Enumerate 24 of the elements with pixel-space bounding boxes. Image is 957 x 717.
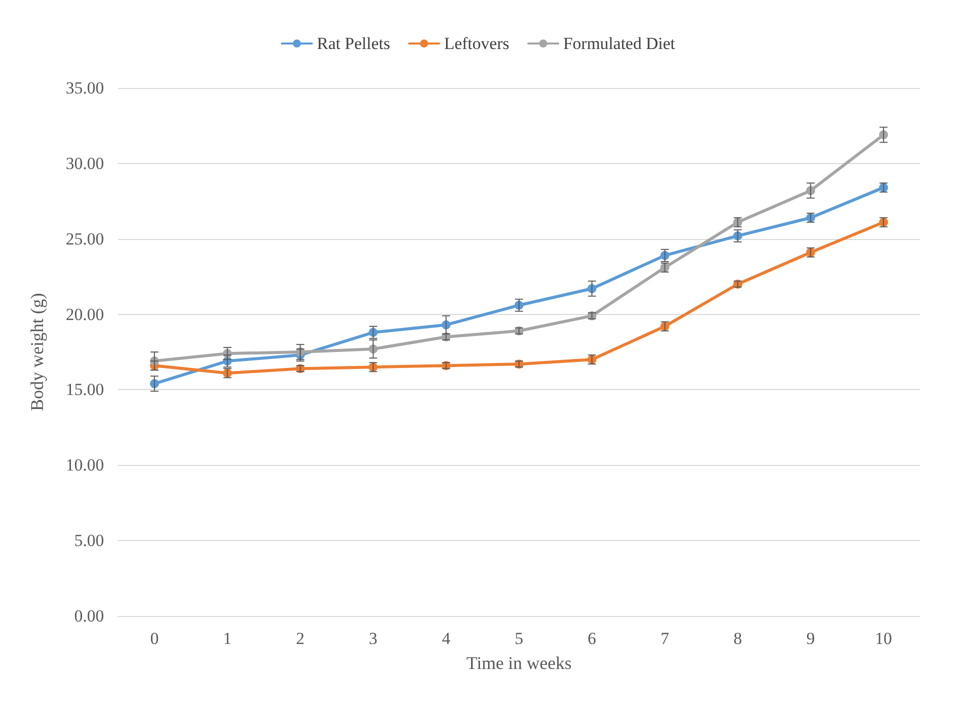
legend-label: Rat Pellets — [316, 34, 390, 53]
x-tick-label: 10 — [875, 629, 892, 648]
legend-label: Leftovers — [444, 34, 510, 53]
x-tick-label: 3 — [368, 629, 378, 648]
x-axis-title: Time in weeks — [466, 653, 572, 673]
y-tick-label: 30.00 — [66, 154, 104, 173]
x-tick-label: 9 — [806, 629, 815, 648]
y-axis-title: Body weight (g) — [27, 293, 47, 411]
x-tick-label: 5 — [514, 629, 524, 648]
y-tick-label: 35.00 — [66, 78, 104, 98]
y-tick-label: 15.00 — [66, 380, 104, 400]
x-tick-label: 2 — [296, 629, 305, 648]
y-tick-label: 25.00 — [66, 229, 104, 248]
legend-label: Formulated Diet — [563, 34, 676, 53]
x-tick-label: 4 — [442, 629, 451, 648]
y-tick-label: 5.00 — [74, 531, 104, 550]
x-tick-label: 8 — [733, 629, 742, 648]
y-tick-label: 20.00 — [66, 304, 104, 324]
y-tick-label: 10.00 — [66, 456, 104, 475]
x-tick-label: 6 — [588, 629, 596, 648]
x-tick-label: 1 — [223, 629, 232, 648]
x-tick-label: 7 — [660, 629, 670, 648]
y-tick-label: 0.00 — [74, 606, 104, 626]
x-tick-label: 0 — [150, 629, 159, 648]
